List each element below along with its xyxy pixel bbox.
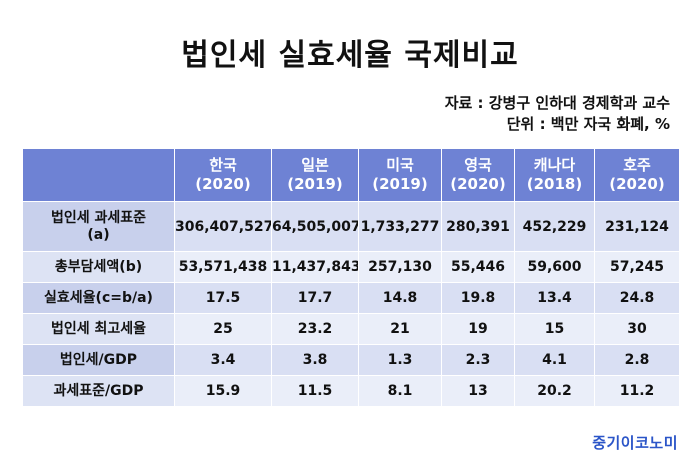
- table-cell: 8.1: [358, 375, 442, 407]
- table-cell: 3.4: [174, 344, 272, 376]
- table-cell: 452,229: [514, 201, 595, 252]
- row-label: 과세표준/GDP: [22, 375, 175, 407]
- country-year: (2019): [372, 175, 428, 193]
- table-cell: 2.3: [441, 344, 515, 376]
- table-cell: 21: [358, 313, 442, 345]
- column-header-australia: 호주 (2020): [594, 148, 680, 202]
- column-header-usa: 미국 (2019): [358, 148, 442, 202]
- table-cell: 59,600: [514, 251, 595, 283]
- column-header-uk: 영국 (2020): [441, 148, 515, 202]
- country-name: 캐나다: [533, 156, 576, 174]
- table-row: 실효세율(c=b/a) 17.5 17.7 14.8 19.8 13.4 24.…: [22, 282, 680, 314]
- table-cell: 3.8: [271, 344, 359, 376]
- table-cell: 17.7: [271, 282, 359, 314]
- table-cell: 2.8: [594, 344, 680, 376]
- table-cell: 231,124: [594, 201, 680, 252]
- table-cell: 11.5: [271, 375, 359, 407]
- column-header-canada: 캐나다 (2018): [514, 148, 595, 202]
- table-row: 법인세/GDP 3.4 3.8 1.3 2.3 4.1 2.8: [22, 344, 680, 376]
- table-cell: 1,733,277: [358, 201, 442, 252]
- table-row: 법인세 과세표준 (a) 306,407,527 64,505,007 1,733…: [22, 201, 680, 252]
- row-label: 총부담세액(b): [22, 251, 175, 283]
- table-cell: 64,505,007: [271, 201, 359, 252]
- table-cell: 19: [441, 313, 515, 345]
- table-row: 법인세 최고세율 25 23.2 21 19 15 30: [22, 313, 680, 345]
- table-cell: 13.4: [514, 282, 595, 314]
- source-line: 자료 : 강병구 인하대 경제학과 교수: [444, 94, 670, 112]
- table-cell: 20.2: [514, 375, 595, 407]
- country-name: 미국: [386, 156, 414, 174]
- country-year: (2020): [195, 175, 251, 193]
- table-cell: 4.1: [514, 344, 595, 376]
- table-cell: 15: [514, 313, 595, 345]
- header-row: 한국 (2020) 일본 (2019) 미국 (2019) 영국 (2020) 캐나다(…: [22, 148, 680, 202]
- table-cell: 306,407,527: [174, 201, 272, 252]
- table-cell: 17.5: [174, 282, 272, 314]
- tax-comparison-table: 한국 (2020) 일본 (2019) 미국 (2019) 영국 (2020) 캐나다(…: [22, 148, 680, 407]
- table-cell: 11.2: [594, 375, 680, 407]
- country-year: (2020): [609, 175, 665, 193]
- table-row: 총부담세액(b) 53,571,438 11,437,843 257,130 5…: [22, 251, 680, 283]
- table-cell: 19.8: [441, 282, 515, 314]
- table-cell: 257,130: [358, 251, 442, 283]
- table-cell: 14.8: [358, 282, 442, 314]
- table-cell: 11,437,843: [271, 251, 359, 283]
- table-cell: 1.3: [358, 344, 442, 376]
- page-title: 법인세 실효세율 국제비교: [181, 38, 519, 73]
- table-cell: 57,245: [594, 251, 680, 283]
- column-header-korea: 한국 (2020): [174, 148, 272, 202]
- table-row: 과세표준/GDP 15.9 11.5 8.1 13 20.2 11.2: [22, 375, 680, 407]
- table-cell: 23.2: [271, 313, 359, 345]
- table-cell: 30: [594, 313, 680, 345]
- table-cell: 280,391: [441, 201, 515, 252]
- row-label: 법인세/GDP: [22, 344, 175, 376]
- column-header-japan: 일본 (2019): [271, 148, 359, 202]
- source-note: 자료 : 강병구 인하대 경제학과 교수 단위 : 백만 자국 화폐, %: [445, 93, 670, 135]
- country-name: 호주: [623, 156, 651, 174]
- country-name: 한국: [209, 156, 237, 174]
- country-year: (2020): [450, 175, 506, 193]
- table-cell: 53,571,438: [174, 251, 272, 283]
- header-corner: [22, 148, 175, 202]
- unit-line: 단위 : 백만 자국 화폐, %: [506, 115, 670, 133]
- country-year: (2018): [526, 175, 583, 193]
- country-name: 일본: [301, 156, 329, 174]
- country-year: (2019): [287, 175, 343, 193]
- table-cell: 15.9: [174, 375, 272, 407]
- row-label: 법인세 과세표준 (a): [22, 201, 175, 252]
- row-label: 실효세율(c=b/a): [22, 282, 175, 314]
- table-cell: 55,446: [441, 251, 515, 283]
- table-cell: 24.8: [594, 282, 680, 314]
- brand-logo: 중기이코노미: [592, 434, 678, 452]
- table-cell: 13: [441, 375, 515, 407]
- row-label: 법인세 최고세율: [22, 313, 175, 345]
- table-cell: 25: [174, 313, 272, 345]
- country-name: 영국: [464, 156, 492, 174]
